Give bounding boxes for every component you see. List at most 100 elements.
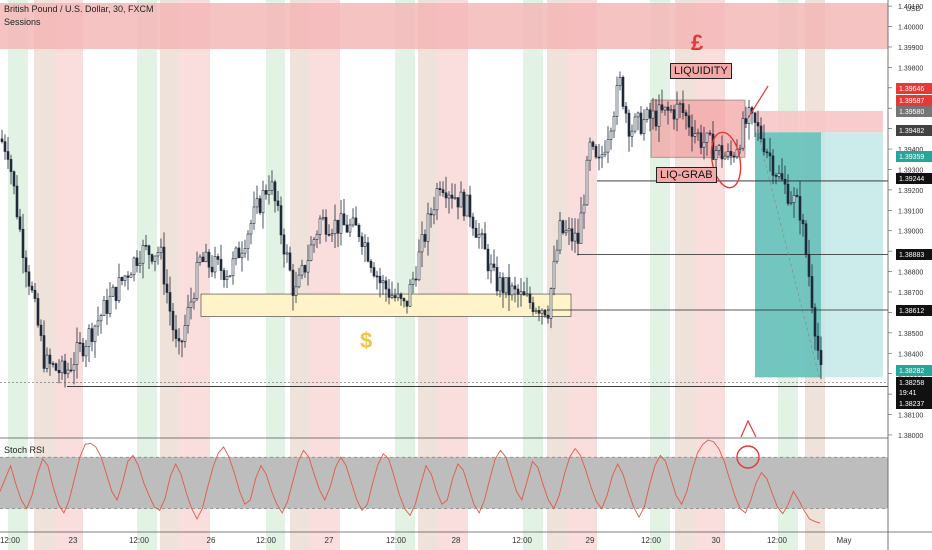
candle-body [363,242,367,248]
candle [738,144,742,154]
candle-body [303,265,307,273]
candle-body [558,220,562,251]
candle [519,277,523,307]
candle [315,230,319,249]
candle [348,218,352,237]
candle-body [81,342,85,357]
candle [717,143,721,156]
candle-body [105,299,109,314]
candle [201,251,205,263]
candle-body [804,223,808,255]
candle [78,332,82,353]
candle-body [480,233,484,235]
x-tick-label: 12:00 [767,536,788,545]
candle-body [594,146,598,158]
price-label-bg [896,106,932,117]
y-tick-label: 1.39300 [898,167,923,174]
candle [447,191,451,214]
price-label-text: 19:41 [899,390,917,397]
candle [591,140,595,150]
candle [450,183,454,209]
candle-body [384,280,388,290]
candle [87,324,91,362]
candle [99,313,103,334]
candle-body [420,234,424,253]
candle-body [777,173,781,177]
candle-body [30,285,34,291]
candle [783,165,787,195]
candle-body [741,118,745,149]
candle-body [87,328,91,347]
price-axis[interactable]: USD1.380001.381001.382001.383001.384001.… [887,0,932,550]
time-axis[interactable]: 12:00 23 12:00 26 12:00 27 12:00 28 12:00 29 12:00… [0,531,932,545]
candle-body [534,310,538,312]
candle-body [261,189,265,214]
price-label: 1.38612 [896,305,932,316]
candle-body [312,239,316,246]
candle [579,196,583,244]
candle [120,276,124,286]
candle-body [798,196,802,221]
candle [153,255,157,272]
price-label: 1.39482 [896,125,932,136]
price-label-bg [896,398,932,409]
candle-body [600,154,604,158]
candle [180,339,184,358]
candle-body [696,132,700,135]
candle-body [429,213,433,216]
candle [459,181,463,208]
y-tick-label: 1.39000 [898,229,923,236]
candle-body [45,354,49,369]
candle-body [810,276,814,308]
candle-body [57,370,61,374]
candle-body [492,263,496,268]
candle-body [426,213,430,242]
candle [252,191,256,230]
session-band [34,0,55,550]
price-label: 1.38883 [896,249,932,260]
candle [384,276,388,302]
candle [498,272,502,298]
candle-body [690,126,694,137]
candle [633,113,637,134]
session-band [137,0,157,550]
x-tick-label: 29 [586,536,595,545]
candle-body [408,284,412,307]
candle-body [795,195,799,197]
liq-grab-circle [710,131,742,189]
candle [732,151,736,163]
candle [84,339,88,368]
candle [666,101,670,125]
candle-body [369,260,373,268]
candle [42,320,46,373]
candle-body [585,159,589,206]
candle-body [306,260,310,273]
candle [285,244,289,263]
candle-body [15,185,19,218]
stoch-rsi-line [0,439,821,524]
trend-arrow [747,85,769,119]
candle-body [228,275,232,278]
candle-body [477,234,481,238]
candle [657,94,661,143]
candle-body [723,155,727,160]
candle-body [111,286,115,297]
price-label: 1.39244 [896,173,932,184]
candle [36,293,40,328]
candle [543,308,547,318]
candle-body [300,265,304,276]
candle [510,282,514,301]
candle-body [42,335,46,369]
candle [756,110,760,141]
candle [552,245,556,296]
candle [648,102,652,132]
candle [630,124,634,148]
candle [195,251,199,302]
candle [102,295,106,317]
candle-body [765,151,769,154]
candle-body [183,325,187,342]
candle [678,101,682,119]
candle [381,274,385,295]
candle-body [174,329,178,339]
